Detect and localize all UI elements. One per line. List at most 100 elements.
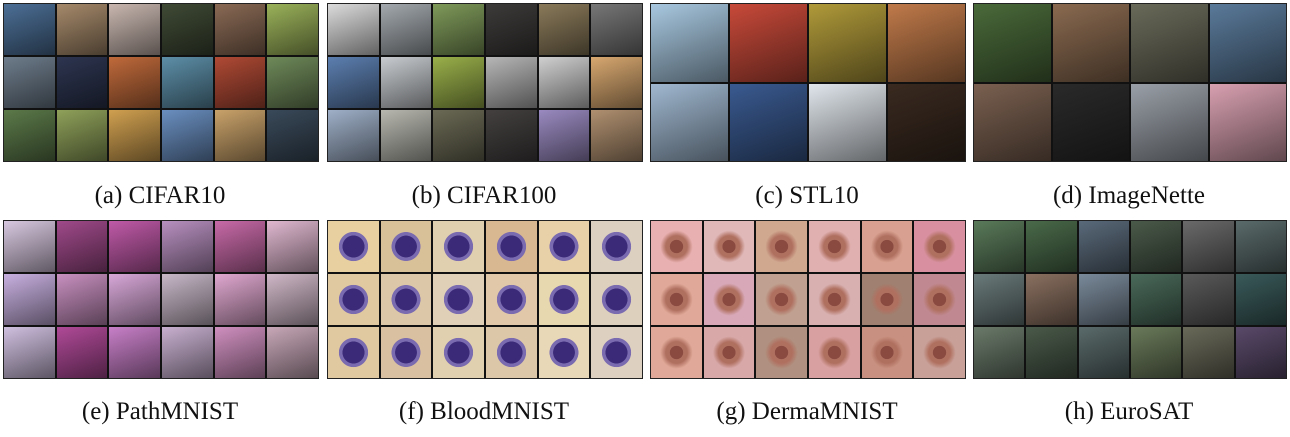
thumbnail-image — [591, 110, 642, 161]
thumbnail-image — [214, 274, 266, 325]
thumbnail-image — [974, 83, 1051, 161]
thumbnail-image — [861, 274, 913, 325]
thumbnail-image — [861, 327, 913, 378]
thumbnail-image — [328, 110, 379, 161]
thumbnail-image — [162, 57, 213, 108]
thumbnail-image — [1131, 4, 1208, 82]
thumbnail-image — [267, 57, 318, 108]
thumbnail-image — [328, 327, 379, 378]
image-grid-imagenette — [974, 4, 1286, 161]
thumbnail-image — [109, 110, 160, 161]
thumbnail-image — [162, 327, 213, 378]
thumbnail-image — [433, 110, 484, 161]
thumbnail-image — [380, 57, 432, 108]
thumbnail-image — [56, 274, 108, 325]
thumbnail-image — [538, 4, 590, 55]
thumbnail-image — [56, 57, 108, 108]
panel-imagenette — [973, 3, 1287, 162]
thumbnail-image — [651, 83, 728, 161]
thumbnail-image — [756, 274, 807, 325]
thumbnail-image — [538, 221, 590, 272]
thumbnail-image — [109, 4, 160, 55]
thumbnail-image — [591, 4, 642, 55]
thumbnail-image — [591, 57, 642, 108]
thumbnail-image — [267, 274, 318, 325]
thumbnail-image — [730, 83, 807, 161]
thumbnail-image — [1130, 274, 1182, 325]
thumbnail-image — [1235, 274, 1286, 325]
thumbnail-image — [651, 4, 728, 82]
thumbnail-image — [328, 57, 379, 108]
thumbnail-image — [538, 274, 590, 325]
thumbnail-image — [974, 4, 1051, 82]
thumbnail-image — [1209, 4, 1286, 82]
thumbnail-image — [651, 221, 702, 272]
caption-pathmnist: (e) PathMNIST — [81, 398, 239, 425]
thumbnail-image — [591, 274, 642, 325]
caption-eurosat: (h) EuroSAT — [1064, 398, 1194, 425]
thumbnail-image — [4, 274, 55, 325]
thumbnail-image — [1130, 327, 1182, 378]
thumbnail-image — [809, 4, 886, 82]
thumbnail-image — [538, 327, 590, 378]
thumbnail-image — [730, 4, 807, 82]
caption-imagenette: (d) ImageNette — [1052, 182, 1205, 209]
thumbnail-image — [433, 274, 484, 325]
thumbnail-image — [380, 221, 432, 272]
thumbnail-image — [809, 221, 860, 272]
thumbnail-image — [591, 221, 642, 272]
thumbnail-image — [756, 327, 807, 378]
thumbnail-image — [974, 221, 1025, 272]
thumbnail-image — [162, 4, 213, 55]
thumbnail-image — [214, 57, 266, 108]
thumbnail-image — [809, 327, 860, 378]
thumbnail-image — [1209, 83, 1286, 161]
thumbnail-image — [4, 4, 55, 55]
thumbnail-image — [861, 221, 913, 272]
thumbnail-image — [1130, 221, 1182, 272]
thumbnail-image — [651, 274, 702, 325]
thumbnail-image — [486, 274, 537, 325]
thumbnail-image — [1078, 327, 1129, 378]
thumbnail-image — [1235, 327, 1286, 378]
thumbnail-image — [1078, 221, 1129, 272]
image-grid-stl10 — [651, 4, 965, 161]
panel-cifar100 — [327, 3, 643, 162]
panel-cifar10 — [3, 3, 319, 162]
thumbnail-image — [56, 221, 108, 272]
panel-stl10 — [650, 3, 966, 162]
thumbnail-image — [1183, 274, 1234, 325]
thumbnail-image — [4, 221, 55, 272]
thumbnail-image — [380, 274, 432, 325]
thumbnail-image — [267, 327, 318, 378]
thumbnail-image — [267, 110, 318, 161]
thumbnail-image — [914, 221, 965, 272]
thumbnail-image — [538, 110, 590, 161]
thumbnail-image — [56, 4, 108, 55]
thumbnail-image — [433, 221, 484, 272]
thumbnail-image — [109, 327, 160, 378]
thumbnail-image — [1052, 83, 1129, 161]
thumbnail-image — [109, 274, 160, 325]
thumbnail-image — [267, 4, 318, 55]
thumbnail-image — [1026, 221, 1077, 272]
thumbnail-image — [1078, 274, 1129, 325]
thumbnail-image — [380, 4, 432, 55]
panel-bloodmnist — [327, 220, 643, 379]
thumbnail-image — [974, 327, 1025, 378]
thumbnail-image — [109, 57, 160, 108]
thumbnail-image — [703, 274, 755, 325]
thumbnail-image — [56, 327, 108, 378]
panel-pathmnist — [3, 220, 319, 379]
thumbnail-image — [651, 327, 702, 378]
panel-dermamnist — [650, 220, 966, 379]
thumbnail-image — [214, 221, 266, 272]
caption-cifar100: (b) CIFAR100 — [411, 182, 557, 209]
thumbnail-image — [1235, 221, 1286, 272]
thumbnail-image — [328, 221, 379, 272]
image-grid-eurosat — [974, 221, 1286, 378]
image-grid-cifar10 — [4, 4, 318, 161]
thumbnail-image — [486, 4, 537, 55]
thumbnail-image — [214, 110, 266, 161]
thumbnail-image — [214, 4, 266, 55]
